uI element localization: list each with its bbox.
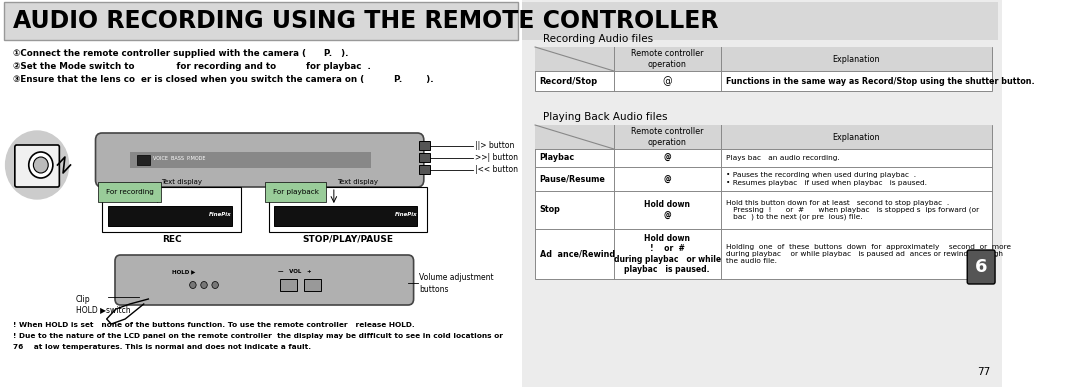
- Text: @: @: [662, 76, 672, 86]
- Bar: [137, 155, 150, 165]
- Text: buttons: buttons: [419, 284, 448, 293]
- Text: Playing Back Audio files: Playing Back Audio files: [542, 112, 667, 122]
- Bar: [535, 47, 993, 71]
- Text: Text display: Text display: [161, 179, 202, 185]
- Text: AUDIO RECORDING USING THE REMOTE CONTROLLER: AUDIO RECORDING USING THE REMOTE CONTROL…: [13, 9, 718, 33]
- Bar: [535, 47, 993, 91]
- Text: Holding  one  of  these  buttons  down  for  approximately    second  or  more
d: Holding one of these buttons down for ap…: [726, 244, 1011, 264]
- Text: HOLD ▶: HOLD ▶: [172, 269, 194, 274]
- Text: • Pauses the recording when used during playbac  .
• Resumes playbac   if used w: • Pauses the recording when used during …: [726, 173, 927, 185]
- Text: Playbac: Playbac: [540, 154, 575, 163]
- Bar: [522, 0, 1001, 387]
- Bar: [274, 206, 417, 226]
- Text: REC: REC: [162, 235, 181, 244]
- Text: Pause/Resume: Pause/Resume: [540, 175, 606, 183]
- Text: ③Ensure that the lens co  er is closed when you switch the camera on (          : ③Ensure that the lens co er is closed wh…: [13, 75, 433, 84]
- Text: Stop: Stop: [540, 205, 561, 214]
- Text: Hold this button down for at least   second to stop playbac  .
   Pressing  !   : Hold this button down for at least secon…: [726, 200, 980, 221]
- Circle shape: [190, 281, 197, 288]
- Text: —   VOL   +: — VOL +: [279, 269, 312, 274]
- Text: >>| button: >>| button: [475, 153, 517, 162]
- Circle shape: [201, 281, 207, 288]
- Text: For playback: For playback: [272, 189, 319, 195]
- Bar: [419, 153, 430, 162]
- FancyBboxPatch shape: [15, 145, 59, 187]
- Text: FinePix: FinePix: [394, 212, 417, 217]
- Text: ①Connect the remote controller supplied with the camera (      P.   ).: ①Connect the remote controller supplied …: [13, 49, 349, 58]
- FancyBboxPatch shape: [114, 255, 414, 305]
- Bar: [305, 279, 321, 291]
- Text: Plays bac   an audio recording.: Plays bac an audio recording.: [726, 155, 840, 161]
- Text: ②Set the Mode switch to              for recording and to          for playbac  : ②Set the Mode switch to for recording an…: [13, 62, 370, 71]
- Bar: [3, 2, 518, 40]
- Text: 6: 6: [975, 258, 987, 276]
- Text: Text display: Text display: [338, 179, 379, 185]
- Text: @: @: [663, 175, 671, 183]
- Text: Hold down
@: Hold down @: [645, 200, 690, 220]
- Text: @: @: [663, 154, 671, 163]
- Text: VOICE  BASS  P.MODE: VOICE BASS P.MODE: [153, 156, 205, 161]
- Text: Explanation: Explanation: [833, 132, 880, 142]
- Text: ! Due to the nature of the LCD panel on the remote controller  the display may b: ! Due to the nature of the LCD panel on …: [13, 333, 503, 339]
- Text: For recording: For recording: [106, 189, 153, 195]
- Text: Ad  ance/Rewind: Ad ance/Rewind: [540, 250, 615, 259]
- Bar: [522, 2, 998, 40]
- Text: ! When HOLD is set   none of the buttons function. To use the remote controller : ! When HOLD is set none of the buttons f…: [13, 322, 415, 328]
- Circle shape: [212, 281, 218, 288]
- Circle shape: [33, 157, 49, 173]
- Bar: [102, 187, 241, 232]
- Text: 76    at low temperatures. This is normal and does not indicate a fault.: 76 at low temperatures. This is normal a…: [13, 344, 311, 350]
- Circle shape: [5, 131, 69, 199]
- Text: Volume adjustment: Volume adjustment: [419, 272, 494, 281]
- Text: HOLD ▶switch: HOLD ▶switch: [76, 305, 131, 314]
- Text: Remote controller
operation: Remote controller operation: [631, 49, 703, 69]
- Bar: [419, 165, 430, 174]
- FancyBboxPatch shape: [95, 133, 423, 187]
- Bar: [280, 279, 297, 291]
- Text: 77: 77: [977, 367, 990, 377]
- Text: STOP/PLAY/PAUSE: STOP/PLAY/PAUSE: [302, 235, 393, 244]
- Bar: [269, 187, 427, 232]
- Text: FinePix: FinePix: [210, 212, 232, 217]
- Bar: [108, 206, 232, 226]
- Text: Recording Audio files: Recording Audio files: [542, 34, 652, 44]
- Text: Record/Stop: Record/Stop: [540, 77, 598, 86]
- Text: Explanation: Explanation: [833, 55, 880, 63]
- Circle shape: [29, 152, 53, 178]
- Bar: [419, 141, 430, 150]
- FancyBboxPatch shape: [968, 250, 995, 284]
- Text: Functions in the same way as Record/Stop using the shutter button.: Functions in the same way as Record/Stop…: [726, 77, 1035, 86]
- Text: ||> button: ||> button: [475, 141, 514, 150]
- Text: Clip: Clip: [76, 295, 91, 304]
- Text: |<< button: |<< button: [475, 165, 517, 174]
- Bar: [130, 152, 370, 168]
- Text: Hold down
!    or  #
during playbac   or while
playbac   is paused.: Hold down ! or # during playbac or while…: [613, 234, 720, 274]
- Text: Remote controller
operation: Remote controller operation: [631, 127, 703, 147]
- Bar: [535, 125, 993, 279]
- Bar: [535, 125, 993, 149]
